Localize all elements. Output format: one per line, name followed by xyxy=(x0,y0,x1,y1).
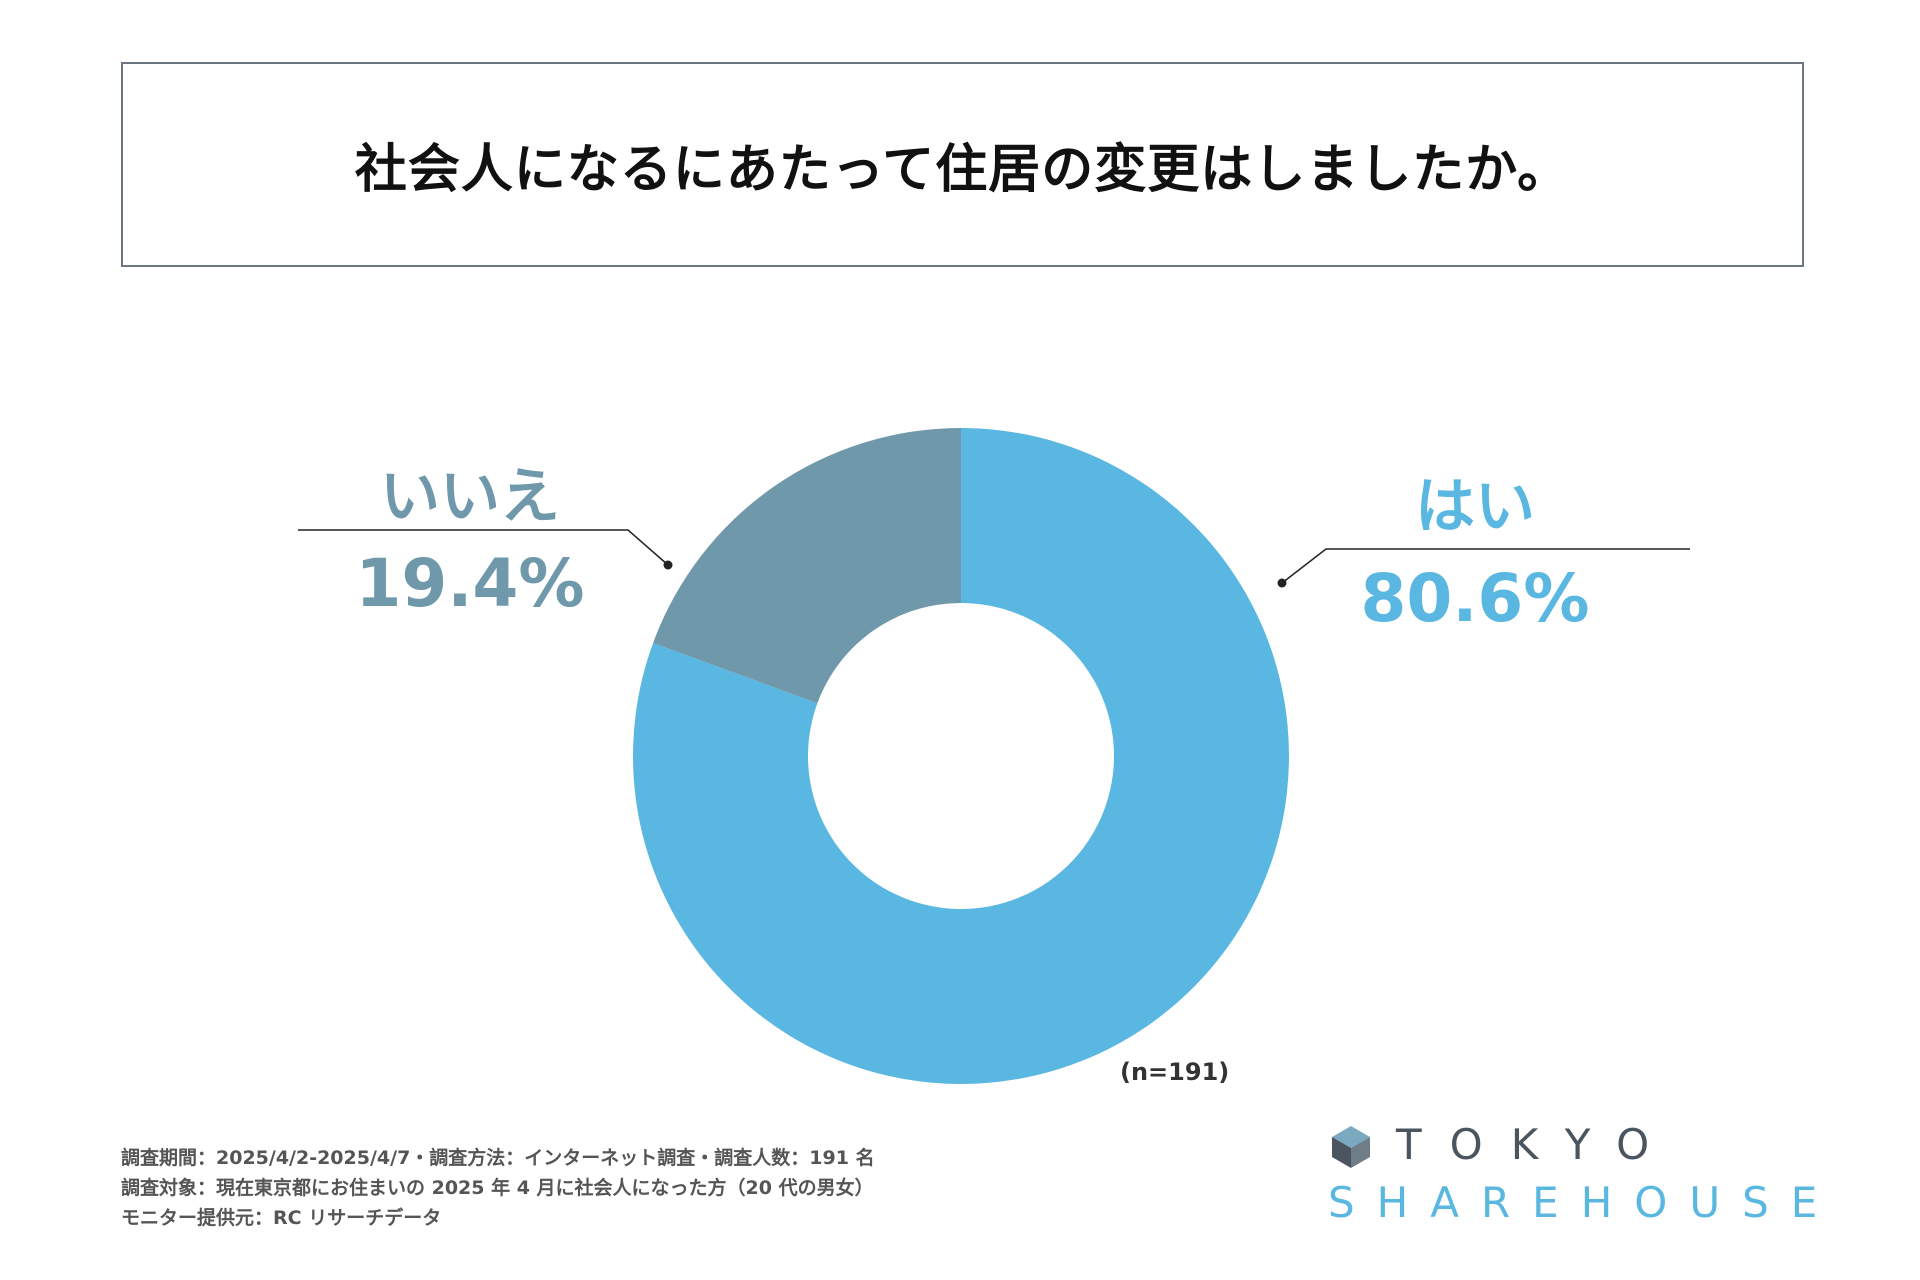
label-no-value: 19.4% xyxy=(355,545,585,622)
footer-period-line: 調査期間：2025/4/2-2025/4/7・調査方法：インターネット調査・調査… xyxy=(121,1147,875,1169)
label-no-name: いいえ xyxy=(380,462,560,532)
chart-title: 社会人になるにあたって住居の変更はしましたか。 xyxy=(354,140,1571,200)
sample-size-note: (n=191) xyxy=(1120,1058,1230,1086)
leader-line-no xyxy=(298,529,669,566)
footer-provider-line: モニター提供元：RC リサーチデータ xyxy=(121,1207,442,1229)
logo-text-sharehouse: SHAREHOUSE xyxy=(1328,1178,1840,1227)
house-cube-icon xyxy=(1332,1126,1370,1168)
survey-footer: 調査期間：2025/4/2-2025/4/7・調査方法：インターネット調査・調査… xyxy=(121,1143,875,1233)
leader-dot-yes xyxy=(1277,578,1287,588)
logo-text-tokyo: TOKYO xyxy=(1396,1120,1678,1169)
donut-slice-no xyxy=(653,428,961,704)
title-box: 社会人になるにあたって住居の変更はしましたか。 xyxy=(121,62,1804,267)
donut-slice-yes xyxy=(632,428,1289,1084)
tokyo-sharehouse-logo: TOKYO SHAREHOUSE xyxy=(1328,1120,1817,1230)
label-yes-value: 80.6% xyxy=(1360,560,1590,637)
leader-line-yes xyxy=(1281,548,1690,584)
leader-dot-no xyxy=(663,560,673,570)
footer-target-line: 調査対象：現在東京都にお住まいの 2025 年 4 月に社会人になった方（20 … xyxy=(121,1177,874,1199)
label-yes-name: はい xyxy=(1415,472,1535,542)
